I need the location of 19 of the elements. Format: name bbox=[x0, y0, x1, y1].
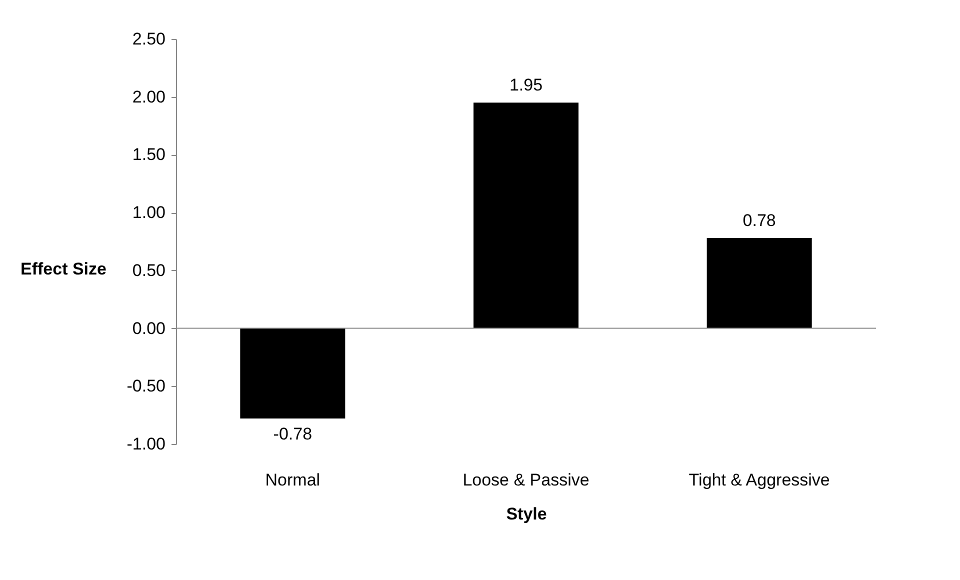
x-tick-label: Normal bbox=[265, 470, 320, 490]
y-tick-label: 1.00 bbox=[132, 203, 166, 222]
x-axis-title: Style bbox=[506, 504, 547, 524]
data-label: 1.95 bbox=[509, 76, 543, 95]
bar bbox=[706, 238, 812, 328]
data-label: 0.78 bbox=[742, 211, 776, 230]
bar bbox=[240, 328, 346, 419]
bar bbox=[474, 102, 578, 328]
y-tick-label: -0.50 bbox=[126, 376, 166, 396]
y-tick-label: 0.50 bbox=[132, 260, 166, 280]
data-label: -0.78 bbox=[273, 424, 312, 444]
y-tick-label: 2.00 bbox=[132, 87, 166, 106]
x-tick-label: Loose & Passive bbox=[462, 470, 590, 490]
y-axis-title: Effect Size bbox=[20, 260, 106, 278]
y-tick-label: -1.00 bbox=[126, 434, 166, 454]
x-tick-label: Tight & Aggressive bbox=[688, 470, 830, 490]
y-tick-label: 1.50 bbox=[132, 145, 166, 164]
y-tick-label: 2.50 bbox=[132, 30, 166, 48]
y-tick-label: 0.00 bbox=[132, 318, 166, 338]
